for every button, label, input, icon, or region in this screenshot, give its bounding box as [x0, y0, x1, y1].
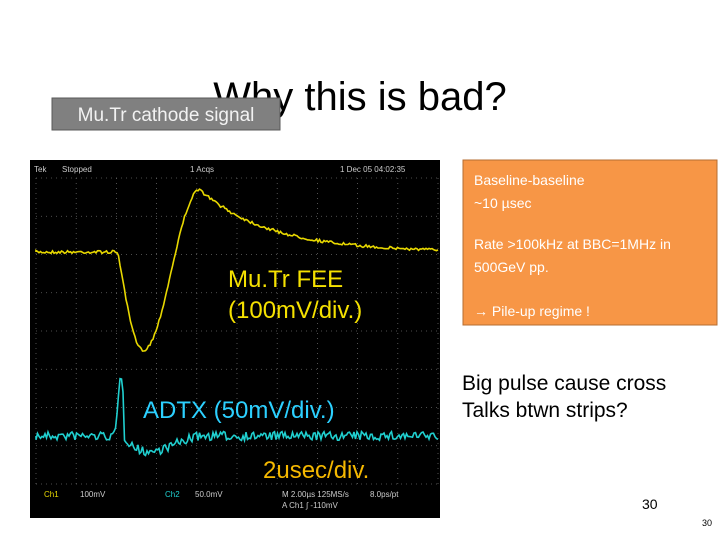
scope-header: 1 Dec 05 04:02:35 [340, 165, 406, 174]
note-line: ~10 µsec [474, 195, 532, 211]
scope-screenshot: Tek Stopped 1 Acqs 1 Dec 05 04:02:35 Mu.… [30, 160, 440, 518]
note-text: Baseline-baseline ~10 µsec Rate >100kHz … [474, 172, 671, 319]
scope-footer: M 2.00µs 125MS/s [282, 490, 349, 499]
scope-header: Stopped [62, 165, 92, 174]
note-line: 500GeV pp. [474, 259, 549, 275]
label-box [51, 97, 281, 131]
scope-annotation: (100mV/div.) [228, 297, 362, 324]
scope-footer: Ch2 [165, 490, 180, 499]
page-number: 30 [642, 496, 658, 512]
scope-header: 1 Acqs [190, 165, 214, 174]
scope-header: Tek [34, 165, 47, 174]
scope-annotation: Mu.Tr FEE [228, 266, 343, 293]
scope-footer: 8.0ps/pt [370, 490, 399, 499]
ch1-trace [35, 188, 439, 352]
label-text: Mu.Tr cathode signal [78, 105, 255, 126]
scope-screen [30, 160, 440, 518]
ch2-trace [35, 377, 439, 457]
scope-footer: Ch1 [44, 490, 59, 499]
note-line: Rate >100kHz at BBC=1MHz in [474, 236, 671, 252]
scope-footer: A Ch1 ∫ -110mV [282, 501, 339, 510]
scope-footer: 50.0mV [195, 490, 223, 499]
scope-annotation: 2usec/div. [263, 457, 369, 484]
scope-annotation: ADTX (50mV/div.) [143, 397, 335, 424]
note-line: → Pile-up regime ! [474, 303, 590, 319]
question-line: Big pulse cause cross [462, 372, 666, 395]
question-line: Talks btwn strips? [462, 399, 628, 422]
note-line: Baseline-baseline [474, 172, 585, 188]
scope-footer: 100mV [80, 490, 106, 499]
footer-number: 30 [702, 518, 712, 528]
note-box [462, 159, 718, 326]
